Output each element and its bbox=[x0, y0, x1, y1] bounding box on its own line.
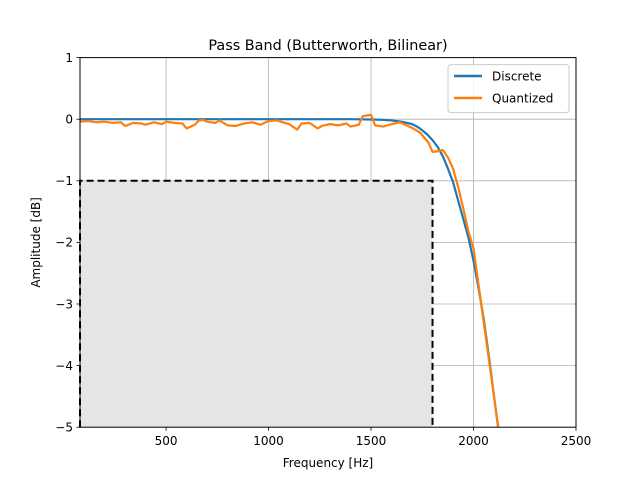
x-axis-label: Frequency [Hz] bbox=[283, 456, 374, 470]
x-tick-label: 2500 bbox=[561, 434, 592, 448]
shaded-region bbox=[80, 180, 433, 428]
y-tick-label: −2 bbox=[55, 236, 73, 250]
y-tick-label: −5 bbox=[55, 421, 73, 435]
legend-label-discrete: Discrete bbox=[492, 70, 542, 84]
y-axis-label: Amplitude [dB] bbox=[29, 197, 43, 288]
y-tick-label: −1 bbox=[55, 174, 73, 188]
chart-title: Pass Band (Butterworth, Bilinear) bbox=[208, 38, 447, 54]
x-tick-label: 500 bbox=[155, 434, 178, 448]
y-tick-label: 0 bbox=[65, 113, 73, 127]
y-tick-label: −3 bbox=[55, 297, 73, 311]
legend: Discrete Quantized bbox=[447, 64, 570, 114]
x-tick-label: 1000 bbox=[253, 434, 284, 448]
series bbox=[80, 113, 500, 428]
x-tick-label: 1500 bbox=[356, 434, 387, 448]
y-tick-label: −4 bbox=[55, 359, 73, 373]
series-line-discrete bbox=[80, 118, 500, 428]
x-tick-label: 2000 bbox=[458, 434, 489, 448]
y-tick-label: 1 bbox=[65, 51, 73, 65]
series-line-quantized bbox=[80, 113, 500, 428]
legend-label-quantized: Quantized bbox=[492, 92, 553, 106]
ticks: 500 1000 1500 2000 2500 1 0 −1 −2 −3 −4 −5 bbox=[55, 51, 591, 448]
